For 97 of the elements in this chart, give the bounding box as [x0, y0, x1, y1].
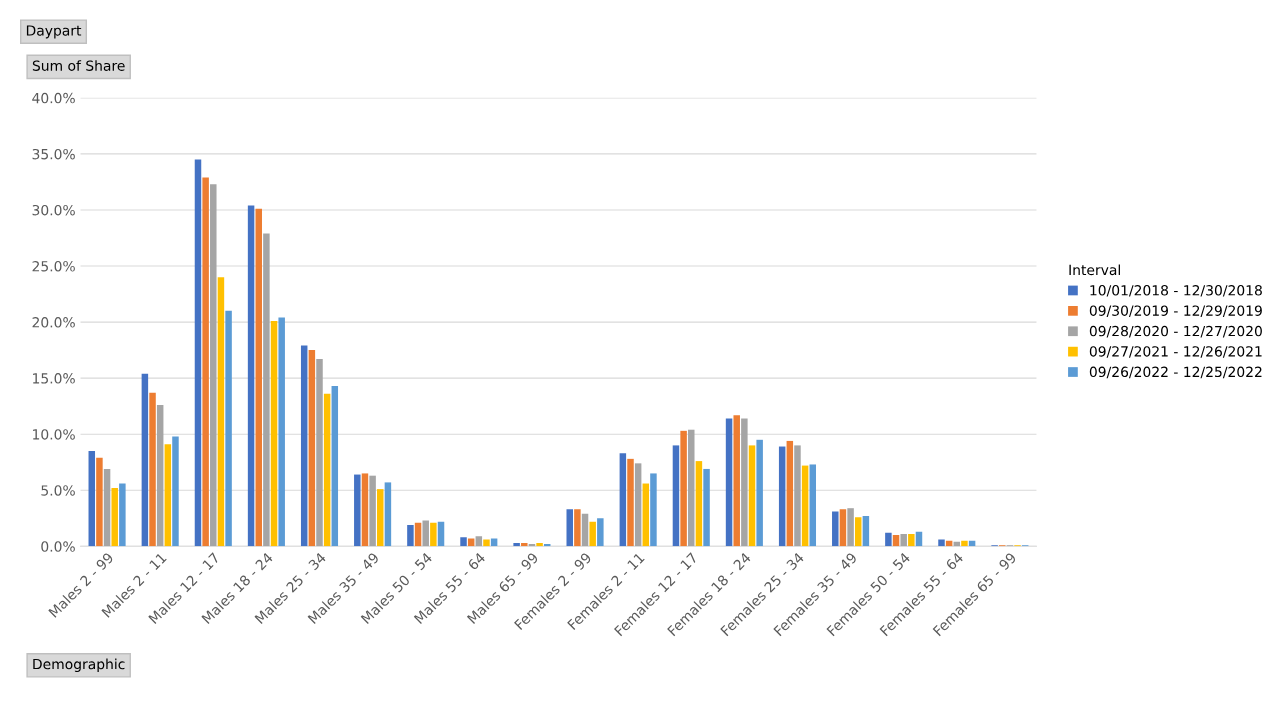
bar	[741, 418, 748, 547]
bar	[634, 463, 642, 547]
bar	[354, 474, 361, 547]
bar	[733, 415, 740, 547]
bar	[202, 177, 209, 547]
bar	[574, 509, 581, 547]
bar	[255, 208, 262, 547]
bar	[778, 446, 786, 547]
bar	[369, 475, 376, 547]
bar	[892, 535, 900, 547]
bar	[490, 538, 498, 547]
bar	[141, 373, 149, 547]
bar	[809, 464, 817, 547]
y-tick-label: 35.0%	[32, 148, 75, 160]
bar	[407, 525, 414, 547]
bar	[619, 453, 627, 547]
bar	[414, 522, 422, 547]
legend-label: 09/30/2019 - 12/29/2019	[1089, 305, 1262, 318]
bar	[832, 511, 839, 547]
legend-label: 10/01/2018 - 12/30/2018	[1090, 285, 1262, 297]
bar	[247, 205, 255, 547]
bar	[672, 445, 680, 547]
bar	[331, 385, 339, 547]
bar	[847, 508, 854, 547]
bar	[521, 542, 528, 547]
bar	[680, 430, 687, 547]
bar	[460, 537, 467, 547]
bar	[377, 489, 384, 547]
bar	[703, 468, 710, 547]
bar	[961, 540, 968, 547]
bar	[103, 468, 111, 547]
bar	[756, 439, 763, 547]
bar	[695, 461, 703, 547]
bar	[475, 536, 483, 547]
bar	[316, 359, 323, 547]
y-tick-label: 20.0%	[32, 317, 75, 328]
bar	[513, 542, 520, 547]
bar	[323, 393, 331, 547]
bar	[839, 509, 847, 547]
bar	[938, 539, 945, 547]
bar	[627, 458, 634, 547]
bar	[688, 429, 695, 547]
bar	[862, 516, 870, 547]
bar	[566, 509, 573, 547]
bar	[483, 539, 490, 547]
bar	[597, 518, 604, 547]
bar	[210, 184, 217, 547]
bar	[642, 483, 650, 547]
text: Sum of Share	[32, 60, 125, 71]
y-tick-label: 25.0%	[32, 260, 75, 272]
bar	[225, 310, 232, 547]
bar	[748, 445, 756, 547]
y-tick-label: 0.0%	[41, 541, 75, 552]
bar	[536, 542, 543, 547]
bar	[467, 538, 475, 547]
bar	[908, 533, 915, 547]
bar	[589, 521, 596, 547]
bar	[437, 521, 445, 547]
bar	[361, 473, 369, 547]
bar	[111, 488, 118, 547]
bar	[217, 277, 225, 547]
bar	[725, 418, 733, 547]
bar	[172, 436, 179, 547]
bar	[854, 517, 862, 547]
bar	[801, 465, 809, 547]
bar	[794, 445, 801, 547]
y-tick-label: 15.0%	[33, 373, 75, 384]
bar	[149, 392, 156, 547]
bar	[384, 482, 392, 547]
y-tick-label: 5.0%	[41, 485, 75, 496]
bar	[119, 483, 126, 547]
bar	[786, 440, 794, 547]
bar	[88, 451, 96, 547]
legend-label: 09/26/2022 - 12/25/2022	[1089, 366, 1262, 379]
text: Daypart	[26, 25, 82, 39]
text: Demographic	[33, 658, 125, 672]
legend-label: 09/27/2021 - 12/26/2021	[1089, 346, 1262, 358]
legend-title: Interval	[1069, 264, 1120, 276]
bar	[308, 350, 316, 547]
bar	[422, 520, 429, 547]
bar	[900, 533, 907, 547]
bar	[278, 317, 285, 547]
bar	[300, 345, 308, 547]
bar	[270, 320, 278, 547]
bar	[156, 405, 164, 547]
bar	[650, 473, 657, 547]
bar	[263, 233, 270, 547]
y-tick-label: 10.0%	[33, 429, 75, 440]
bar	[194, 159, 202, 547]
bar	[581, 513, 589, 547]
y-tick-label: 30.0%	[32, 204, 75, 216]
bar	[885, 532, 892, 547]
bar	[430, 522, 437, 547]
legend-label: 09/28/2020 - 12/27/2020	[1089, 325, 1262, 338]
bar	[96, 457, 103, 547]
bar	[164, 444, 172, 547]
y-tick-label: 40.0%	[32, 92, 75, 104]
